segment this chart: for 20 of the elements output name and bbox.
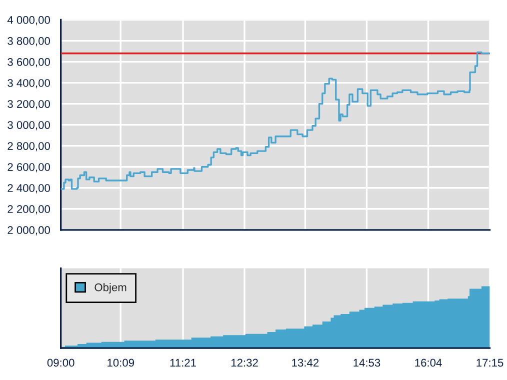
y-tick-label: 2 800,00 xyxy=(8,142,50,152)
y-tick-label: 2 000,00 xyxy=(8,226,50,236)
x-tick-label: 14:53 xyxy=(354,358,380,367)
x-tick-label: 12:32 xyxy=(231,358,258,367)
x-tick-label: 16:04 xyxy=(415,358,442,367)
y-tick-label: 2 600,00 xyxy=(8,163,50,172)
x-tick-label: 17:15 xyxy=(476,358,504,367)
y-tick-label: 3 000,00 xyxy=(8,121,50,130)
y-tick-label: 3 800,00 xyxy=(8,37,50,46)
legend-label: Objem xyxy=(94,283,126,294)
y-tick-label: 4 000,00 xyxy=(7,16,50,26)
y-tick-label: 3 600,00 xyxy=(8,58,50,68)
y-tick-label: 3 200,00 xyxy=(8,100,50,110)
x-tick-label: 10:09 xyxy=(108,358,134,367)
y-tick-label: 3 400,00 xyxy=(8,79,50,88)
x-tick-label: 13:42 xyxy=(292,358,319,367)
x-tick-label: 11:21 xyxy=(170,358,196,367)
x-tick-label: 09:00 xyxy=(47,358,74,367)
y-tick-label: 2 200,00 xyxy=(8,205,50,214)
y-tick-label: 2 400,00 xyxy=(8,184,50,194)
